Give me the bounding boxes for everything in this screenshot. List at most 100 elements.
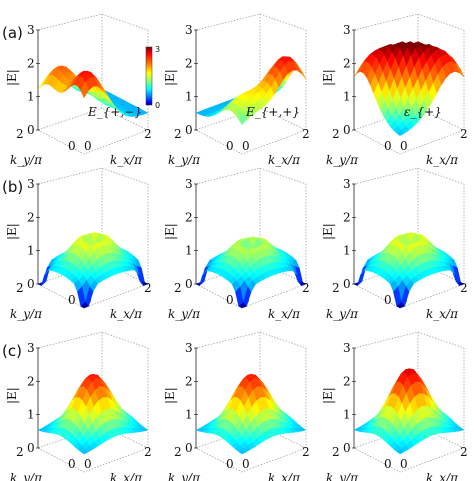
colorbar: 3 0 [145,45,160,110]
z-tick-label: 2 [343,56,351,70]
surface-patch [238,302,247,309]
z-axis-label: |E| [163,387,177,404]
y-tick-label: 2 [174,127,182,141]
surface [353,232,465,309]
y-tick-label: 2 [16,445,24,459]
box-edge-top-right [259,167,307,185]
y-tick-label: 2 [16,127,24,141]
x-tick-label: 2 [144,127,152,141]
z-tick-label: 1 [27,408,35,422]
x-tick-label: 0 [400,457,408,471]
box-edge-top-right [417,331,465,349]
z-tick-label: 0 [185,277,193,291]
y-tick-label: 0 [384,139,392,153]
surface [37,65,149,117]
y-tick-label: 2 [174,281,182,295]
surface-patch [356,269,366,287]
z-tick-label: 0 [343,441,351,455]
x-axis-label: k_x/π [426,153,459,167]
surface [195,56,307,126]
y-axis-label: k_y/π [10,471,43,481]
y-tick-label: 0 [226,139,234,153]
x-tick-label: 0 [84,457,92,471]
z-tick-label: 3 [343,23,351,37]
z-axis-label: |E| [5,223,19,240]
x-axis-label: k_x/π [110,153,143,167]
floor-front [353,129,465,155]
y-axis-label: k_y/π [10,307,43,321]
z-tick-label: 1 [343,408,351,422]
x-tick-label: 2 [144,445,152,459]
z-tick-label: 3 [343,341,351,355]
x-tick-label: 2 [144,281,152,295]
surface-patch [80,301,89,309]
box-edge-top-right [259,331,307,349]
z-tick-label: 2 [185,56,193,70]
floor-front [353,447,465,473]
surface-annotation: E_{+,−} [87,105,142,119]
x-axis-label: k_x/π [268,153,301,167]
surface-patch [80,448,89,455]
y-tick-label: 2 [332,281,340,295]
z-tick-label: 2 [185,210,193,224]
z-tick-label: 0 [343,277,351,291]
x-tick-label: 2 [460,445,468,459]
box-edge-top-right [101,167,149,185]
z-tick-label: 0 [343,123,351,137]
box-edge-top-left [353,331,419,349]
box-edge-top-right [101,331,149,349]
colorbar-tick-top: 3 [155,45,160,54]
box-edge-top-left [37,331,103,349]
surface [353,368,465,455]
x-tick-label: 2 [460,127,468,141]
box-edge-top-left [353,13,419,31]
colorbar-tick-bottom: 0 [155,101,160,110]
z-tick-label: 2 [185,374,193,388]
box-edge-top-right [417,13,465,31]
z-tick-label: 0 [27,277,35,291]
surface-patch [198,269,208,287]
y-tick-label: 0 [226,457,234,471]
x-axis-label: k_x/π [110,307,143,321]
box-edge-top-right [417,167,465,185]
x-axis-label: k_x/π [268,471,301,481]
z-tick-label: 0 [185,123,193,137]
z-tick-label: 1 [185,90,193,104]
row-label-a: (a) [2,24,23,42]
x-axis-label: k_x/π [110,471,143,481]
surface [37,373,149,455]
box-edge-top-left [37,13,103,31]
y-tick-label: 2 [332,127,340,141]
surface-patch [40,269,50,287]
z-tick-label: 2 [343,210,351,224]
z-tick-label: 3 [27,23,35,37]
surface [195,236,307,309]
box-edge-top-left [37,167,103,185]
surface-patch [396,129,405,137]
z-axis-label: |E| [321,223,335,240]
z-tick-label: 2 [343,374,351,388]
box-edge-top-right [101,13,149,31]
z-axis-label: |E| [5,69,19,86]
x-axis-label: k_x/π [268,307,301,321]
x-axis-label: k_x/π [426,471,459,481]
surface [37,232,149,309]
x-tick-label: 0 [84,139,92,153]
x-tick-label: 2 [302,281,310,295]
z-tick-label: 3 [185,23,193,37]
y-axis-label: k_y/π [168,153,201,167]
y-tick-label: 0 [68,293,76,307]
z-tick-label: 1 [27,244,35,258]
z-tick-label: 1 [343,244,351,258]
y-axis-label: k_y/π [326,307,359,321]
surface [353,41,465,137]
surface-patch [238,113,247,126]
z-axis-label: |E| [321,387,335,404]
